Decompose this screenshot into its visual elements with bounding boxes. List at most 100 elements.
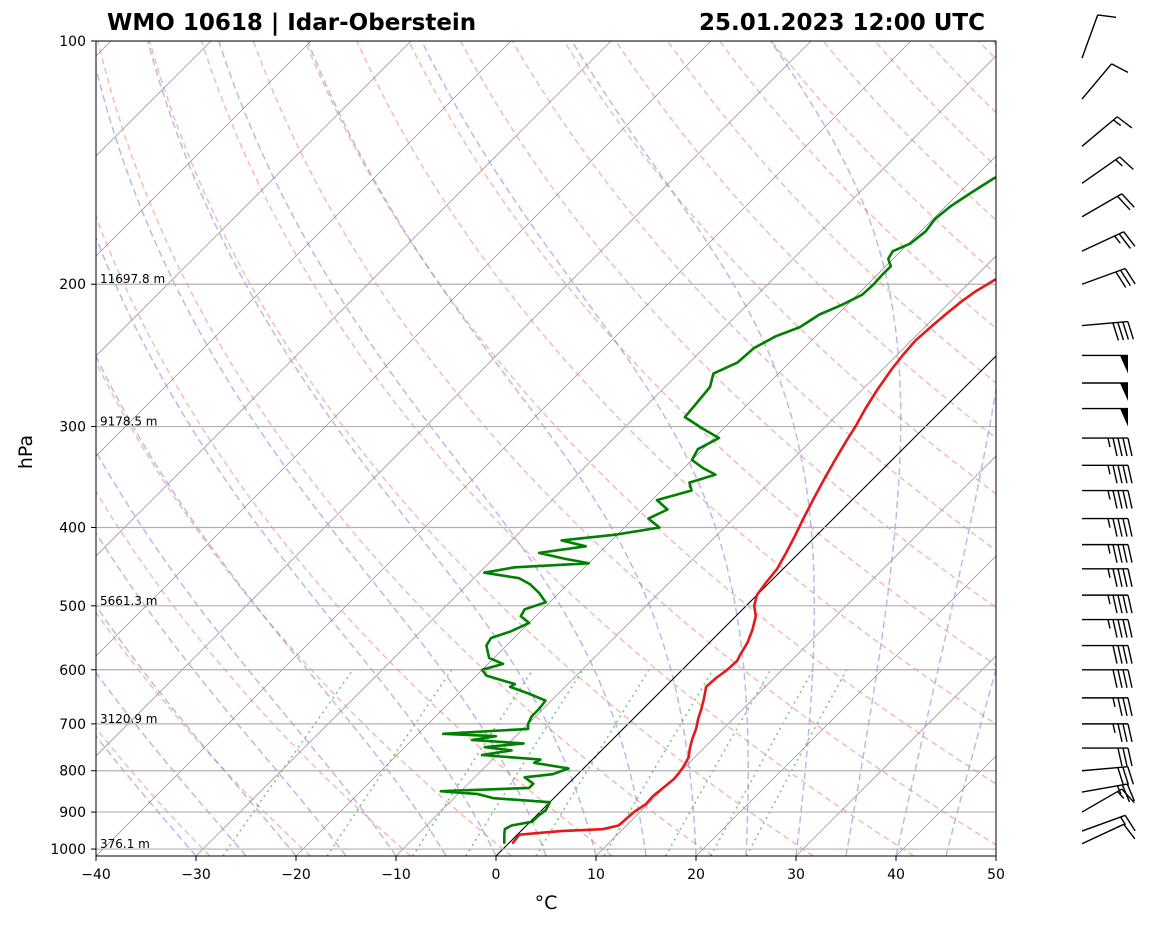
mixing-ratio-line — [326, 669, 453, 856]
mixing-ratio-line — [603, 669, 714, 856]
wind-barb — [1081, 788, 1135, 813]
mixing-ratio-line — [465, 669, 584, 856]
mixing-ratio-line — [222, 669, 354, 856]
isotherm-line — [0, 41, 11, 856]
wind-barb — [1082, 543, 1133, 563]
dry-adiabat-line — [977, 41, 996, 61]
isotherm-line — [1096, 41, 1160, 856]
plot-frame — [95, 40, 997, 857]
x-tick-label: 0 — [492, 867, 501, 883]
dry-adiabat-line — [148, 41, 814, 856]
wind-barb — [1082, 568, 1133, 587]
dry-adiabat-line — [667, 41, 996, 384]
temperature-profile — [511, 277, 996, 845]
sounding-profiles — [439, 175, 996, 845]
wind-barb — [1082, 464, 1133, 484]
background-reference-lines — [0, 41, 1160, 856]
moist-adiabat-line — [306, 41, 697, 856]
dry-adiabat-line — [200, 41, 915, 856]
dry-adiabat-line — [304, 41, 996, 785]
dry-adiabat-line — [874, 41, 996, 168]
dry-adiabat-line — [563, 41, 996, 495]
wind-barb — [1082, 723, 1133, 743]
dry-adiabat-line — [511, 41, 996, 552]
moist-adiabat-line — [96, 604, 297, 856]
height-label: 9178.5 m — [100, 415, 158, 429]
dry-adiabat-line — [96, 611, 311, 856]
dry-adiabat-line — [408, 41, 996, 667]
wind-barb — [1081, 231, 1136, 252]
moist-adiabat-line — [895, 41, 996, 856]
wind-barb — [1082, 354, 1128, 374]
wind-barb — [1081, 193, 1135, 218]
mixing-ratio-line — [745, 669, 848, 856]
moist-adiabat-line — [96, 734, 197, 856]
chart-timestamp: 25.01.2023 12:00 UTC — [699, 10, 985, 36]
moist-adiabat-line — [96, 65, 547, 856]
wind-barb — [1082, 517, 1133, 537]
y-tick-label: 600 — [59, 663, 86, 679]
moist-adiabat-line — [421, 41, 749, 856]
moist-adiabat-line — [571, 41, 816, 856]
wind-barb — [1081, 823, 1136, 845]
moist-adiabat-line — [96, 450, 397, 856]
x-tick-label: 50 — [987, 867, 1005, 883]
moist-adiabat-line — [770, 41, 902, 856]
dry-adiabat-line — [459, 41, 996, 609]
x-tick-label: −20 — [281, 867, 311, 883]
zero-isotherm-line — [495, 355, 996, 856]
wind-barb — [1081, 156, 1134, 184]
y-tick-label: 900 — [59, 805, 86, 821]
mixing-ratio-line — [412, 669, 534, 856]
x-tick-label: −30 — [181, 867, 211, 883]
y-tick-label: 300 — [59, 420, 86, 436]
x-tick-label: −10 — [381, 867, 411, 883]
y-tick-label: 200 — [59, 277, 86, 293]
wind-barb — [1081, 116, 1133, 147]
isotherm-line — [395, 255, 996, 856]
wind-barb — [1082, 618, 1133, 638]
dry-adiabat-line — [97, 41, 714, 856]
wind-barb — [1082, 747, 1133, 767]
y-tick-label: 700 — [59, 717, 86, 733]
x-tick-label: −40 — [81, 867, 111, 883]
x-tick-label: 40 — [887, 867, 905, 883]
mixing-ratio-line — [709, 669, 814, 856]
isotherm-line — [96, 41, 712, 657]
moist-adiabat-line — [96, 354, 447, 856]
x-axis-label: °C — [535, 892, 558, 914]
moist-adiabat-line — [96, 235, 497, 856]
moist-adiabat-line — [945, 666, 996, 856]
isotherm-line — [295, 155, 996, 856]
wind-barb — [1082, 594, 1133, 614]
y-tick-label: 800 — [59, 764, 86, 780]
y-tick-label: 400 — [59, 520, 86, 536]
wind-barb — [1081, 783, 1136, 803]
dry-adiabat-line — [356, 41, 996, 725]
wind-barb — [1081, 14, 1117, 59]
dewpoint-profile — [439, 175, 996, 844]
height-label: 376.1 m — [100, 837, 150, 851]
height-label: 5661.3 m — [100, 594, 158, 608]
moist-adiabat-line — [96, 531, 347, 856]
dry-adiabat-line — [96, 360, 512, 856]
y-tick-label: 100 — [59, 34, 86, 50]
isotherm-line — [195, 55, 996, 856]
wind-barb — [1082, 669, 1133, 688]
mixing-ratio-line — [535, 669, 650, 856]
isotherm-line — [96, 41, 312, 257]
moist-adiabat-line — [217, 41, 647, 856]
wind-barb — [1082, 437, 1133, 457]
dry-adiabat-line — [718, 41, 996, 330]
wind-barb — [1081, 320, 1135, 341]
height-label: 3120.9 m — [100, 712, 158, 726]
moist-adiabat-line — [146, 41, 597, 856]
height-label: 11697.8 m — [100, 272, 165, 286]
wind-barb — [1081, 63, 1129, 100]
y-axis-label: hPa — [15, 435, 37, 469]
x-tick-label: 30 — [787, 867, 805, 883]
isotherm-line — [695, 555, 996, 856]
isotherm-line — [96, 41, 912, 856]
